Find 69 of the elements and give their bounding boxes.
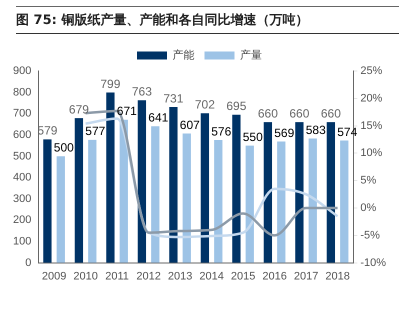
legend-label: 产量 xyxy=(240,48,262,62)
bar xyxy=(43,139,52,263)
bar xyxy=(264,122,272,263)
x-tick-label: 2016 xyxy=(262,270,287,282)
bar xyxy=(200,113,210,263)
y2-tick-label: 25% xyxy=(360,65,383,78)
data-label: 500 xyxy=(54,140,74,155)
y2-tick-label: 15% xyxy=(360,120,383,132)
chart-title: 图 75: 铜版纸产量、产能和各自同比增速（万吨） xyxy=(16,6,399,34)
y-tick-label: 700 xyxy=(12,108,32,120)
y-tick-label: 600 xyxy=(12,128,32,141)
bar xyxy=(56,156,65,263)
x-tick-label: 2011 xyxy=(105,270,129,282)
y2-tick-label: 0% xyxy=(360,202,376,214)
bar xyxy=(182,133,191,263)
y-tick-label: 200 xyxy=(12,214,32,226)
data-label: 607 xyxy=(180,118,200,132)
data-label: 731 xyxy=(163,91,184,106)
y-tick-label: 800 xyxy=(12,86,32,98)
data-label: 550 xyxy=(242,130,264,144)
bar xyxy=(277,142,286,263)
bar xyxy=(308,138,317,263)
data-label: 576 xyxy=(211,124,232,138)
bar xyxy=(326,122,336,263)
bar xyxy=(151,126,160,263)
data-label: 702 xyxy=(194,98,216,112)
data-label: 695 xyxy=(226,99,247,113)
data-label: 660 xyxy=(289,106,310,120)
data-label: 679 xyxy=(68,102,90,116)
bar xyxy=(232,114,241,263)
x-tick-label: 2013 xyxy=(168,270,192,282)
data-label: 583 xyxy=(306,122,326,137)
bar xyxy=(106,92,115,263)
data-label: 671 xyxy=(116,104,138,118)
data-label: 799 xyxy=(100,76,121,91)
data-label: 660 xyxy=(320,106,342,120)
bar xyxy=(88,140,96,263)
data-label: 569 xyxy=(274,126,295,140)
y-tick-label: 100 xyxy=(12,236,32,248)
bar xyxy=(74,118,84,263)
bar xyxy=(138,100,146,263)
bar xyxy=(120,120,128,263)
x-tick-label: 2014 xyxy=(199,270,224,282)
bar xyxy=(295,122,304,263)
y-tick-label: 300 xyxy=(12,192,32,205)
y-tick-label: 500 xyxy=(12,150,32,162)
x-tick-label: 2012 xyxy=(136,270,161,282)
legend-label: 产能 xyxy=(172,48,194,62)
bar xyxy=(214,140,222,263)
bar xyxy=(169,107,178,263)
y-tick-label: 900 xyxy=(12,65,32,78)
x-tick-label: 2018 xyxy=(325,270,350,282)
bar xyxy=(246,146,254,263)
data-label: 660 xyxy=(258,106,278,120)
x-tick-label: 2009 xyxy=(42,270,66,282)
y2-tick-label: -5% xyxy=(360,229,380,242)
y2-tick-label: 5% xyxy=(360,174,376,187)
x-tick-label: 2017 xyxy=(294,270,318,282)
x-tick-label: 2010 xyxy=(73,270,98,282)
y-tick-label: 400 xyxy=(12,172,32,184)
y2-tick-label: -10% xyxy=(360,256,386,269)
x-tick-label: 2015 xyxy=(230,270,256,282)
data-label: 763 xyxy=(132,84,152,99)
y2-tick-label: 20% xyxy=(360,92,383,104)
bar xyxy=(340,140,348,263)
y-tick-label: 0 xyxy=(25,256,32,269)
data-label: 641 xyxy=(148,110,169,125)
y2-tick-label: 10% xyxy=(360,147,383,160)
data-label: 577 xyxy=(85,124,106,138)
